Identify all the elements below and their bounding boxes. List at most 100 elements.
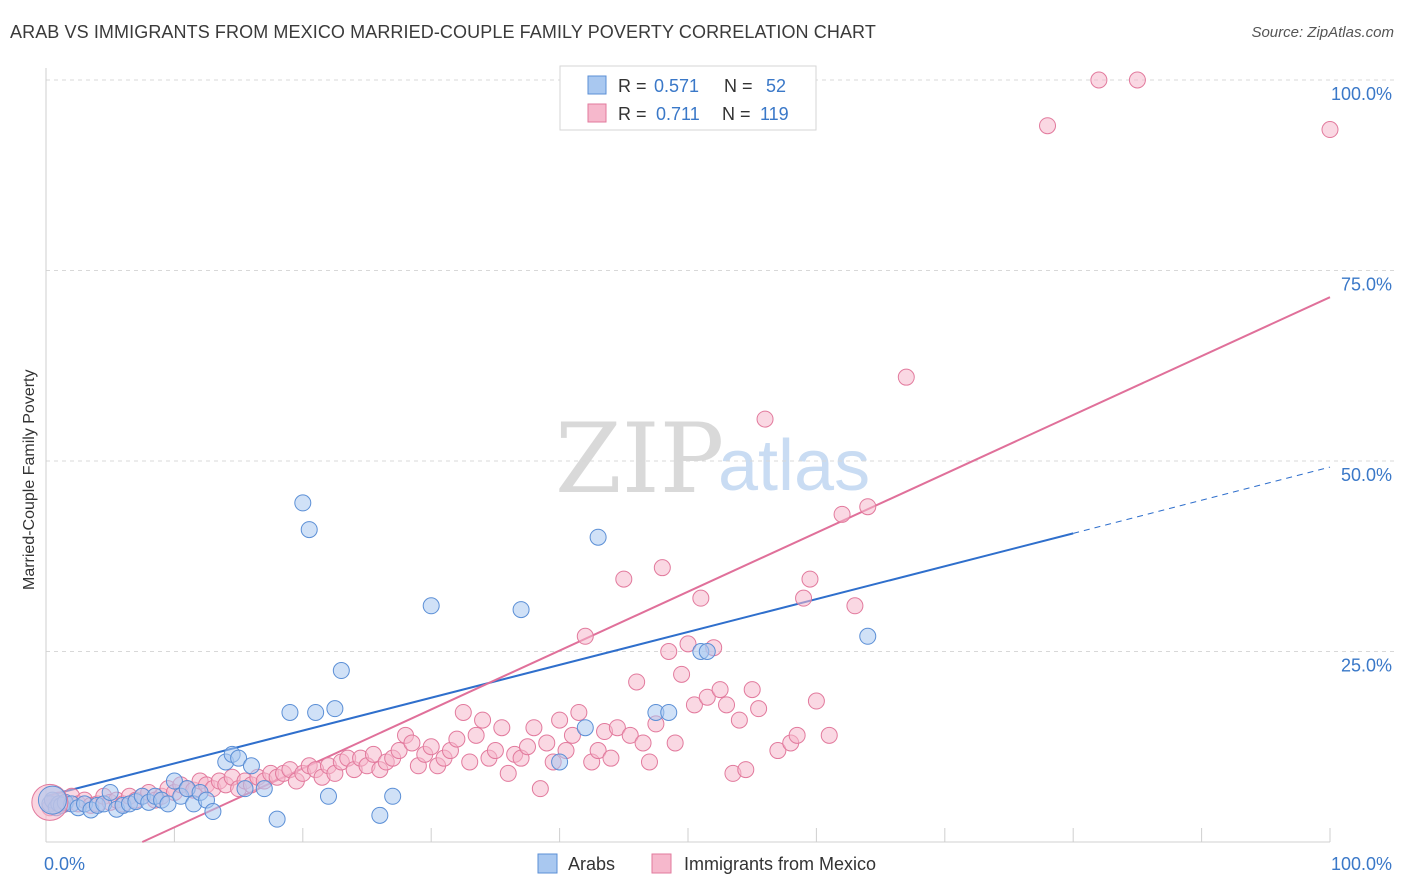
- arab-trend-line: [45, 532, 1074, 798]
- arab-point: [422, 597, 440, 615]
- mexico-point: [628, 673, 646, 691]
- legend-arab-r-value: 0.571: [654, 76, 699, 96]
- mexico-point: [519, 738, 536, 756]
- mexico-point: [602, 749, 620, 767]
- axes: [45, 68, 1331, 843]
- arab-point: [159, 795, 177, 813]
- arab-point: [281, 703, 299, 721]
- mexico-point: [859, 498, 877, 516]
- mexico-point: [551, 711, 569, 729]
- mexico-point: [422, 738, 440, 756]
- legend-arab-swatch: [587, 75, 607, 95]
- legend-arab-r-label: R =: [618, 76, 647, 96]
- legend-mex-n-label: N =: [722, 104, 751, 124]
- arab-point: [332, 662, 350, 680]
- mexico-point: [499, 764, 517, 782]
- mexico-point: [1090, 71, 1108, 89]
- chart-title: ARAB VS IMMIGRANTS FROM MEXICO MARRIED-C…: [10, 22, 876, 42]
- mexico-point: [833, 505, 851, 523]
- mexico-point: [756, 410, 774, 428]
- mexico-point: [1321, 121, 1339, 139]
- y-tick-label: 50.0%: [1341, 465, 1392, 485]
- mexico-point: [801, 570, 819, 588]
- mexico-point: [390, 742, 408, 760]
- arab-point: [300, 521, 318, 539]
- mexico-point: [461, 753, 479, 771]
- arab-point: [698, 643, 716, 660]
- tick-labels: 25.0% 50.0% 75.0% 100.0% 0.0% 100.0%: [44, 84, 1392, 874]
- bottom-legend-mex-swatch: [651, 853, 672, 874]
- mexico-trend-line: [141, 296, 1331, 843]
- mexico-point: [454, 703, 472, 721]
- mexico-point: [563, 726, 581, 744]
- mexico-point: [769, 742, 787, 760]
- arab-point: [294, 494, 312, 512]
- mexico-point: [692, 589, 710, 607]
- y-tick-label: 25.0%: [1341, 656, 1392, 676]
- mexico-point: [737, 761, 755, 779]
- bottom-legend: Arabs Immigrants from Mexico: [537, 853, 876, 874]
- mexico-point: [621, 726, 639, 744]
- arab-point: [101, 783, 119, 801]
- mexico-point: [679, 635, 697, 653]
- arab-trend-extension: [1073, 466, 1331, 534]
- grid: [46, 79, 1394, 652]
- arab-point: [589, 528, 607, 546]
- mexico-point: [660, 643, 678, 660]
- x-tick-label-max: 100.0%: [1331, 854, 1392, 874]
- mexico-point: [750, 700, 768, 718]
- arab-point: [236, 780, 254, 798]
- arab-point: [230, 749, 248, 767]
- mexico-point: [493, 719, 511, 737]
- mexico-point: [820, 726, 838, 744]
- mexico-point: [576, 627, 594, 645]
- arab-point: [165, 772, 183, 790]
- trend-lines: [45, 296, 1331, 843]
- arab-point-cluster: [37, 785, 67, 815]
- mexico-point: [718, 696, 736, 714]
- arab-point: [384, 787, 402, 805]
- mexico-point: [653, 559, 671, 577]
- mexico-point: [807, 692, 825, 710]
- mexico-point: [698, 688, 716, 706]
- mexico-point: [685, 696, 703, 714]
- data-points: [31, 71, 1339, 828]
- arab-point: [576, 719, 594, 737]
- arab-point: [660, 703, 678, 721]
- mexico-point: [1128, 71, 1146, 89]
- legend-mex-swatch: [587, 103, 607, 123]
- mexico-point: [730, 711, 748, 729]
- mexico-point: [673, 665, 691, 683]
- source-label: Source: ZipAtlas.com: [1251, 24, 1394, 41]
- mexico-point: [634, 734, 652, 752]
- top-legend: R = 0.571 N = 52 R = 0.711 N = 119: [559, 65, 817, 131]
- mexico-point: [666, 734, 684, 752]
- mexico-point: [795, 589, 813, 607]
- arab-point: [307, 703, 325, 721]
- y-tick-label: 75.0%: [1341, 275, 1392, 295]
- mexico-point: [608, 719, 626, 737]
- watermark-atlas: atlas: [718, 426, 870, 506]
- mexico-point: [897, 368, 915, 386]
- arab-point: [255, 780, 273, 798]
- arab-point: [551, 753, 569, 771]
- bottom-legend-arab-swatch: [537, 853, 558, 874]
- mexico-point: [788, 726, 806, 744]
- arab-point: [326, 700, 344, 718]
- mexico-point: [711, 681, 729, 699]
- arab-point: [512, 601, 530, 619]
- arab-point: [268, 810, 286, 828]
- mexico-point: [531, 780, 549, 798]
- mexico-point: [615, 570, 633, 588]
- arab-point: [859, 627, 877, 645]
- mexico-point: [640, 753, 658, 771]
- arab-point: [319, 787, 337, 805]
- mexico-point: [570, 703, 588, 721]
- mexico-point: [403, 734, 421, 752]
- mexico-point: [538, 734, 556, 752]
- mexico-point: [1039, 117, 1057, 135]
- bottom-legend-mex-label: Immigrants from Mexico: [684, 854, 876, 874]
- mexico-point: [525, 719, 543, 737]
- mexico-point: [846, 597, 864, 615]
